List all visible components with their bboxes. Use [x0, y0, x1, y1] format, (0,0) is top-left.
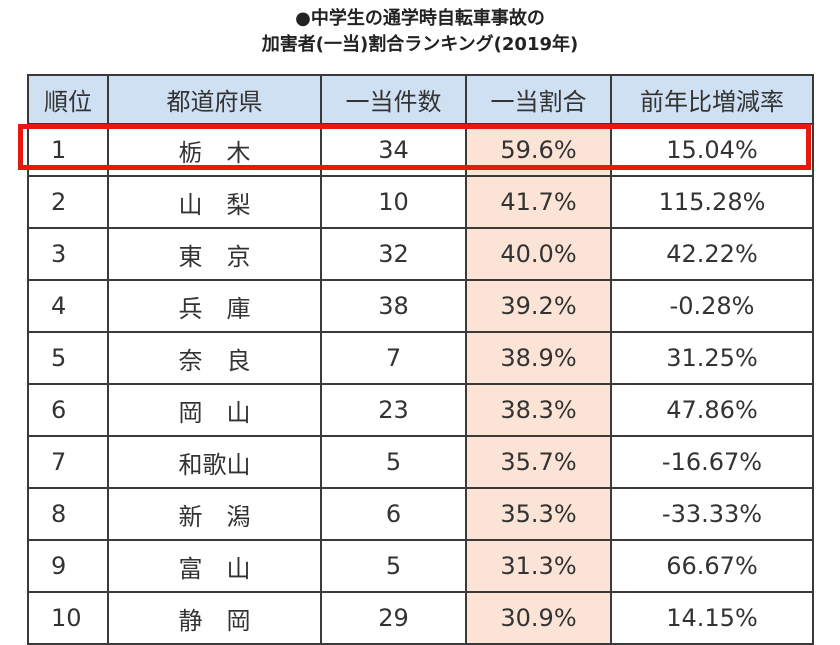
cell-ratio: 31.3%	[465, 539, 612, 593]
cell-change: -33.33%	[610, 487, 814, 541]
cell-prefecture: 東 京	[107, 227, 322, 281]
cell-count: 5	[320, 435, 467, 489]
cell-change: -0.28%	[610, 279, 814, 333]
cell-prefecture: 栃 木	[107, 123, 322, 177]
table-row: 7 和歌山 5 35.7% -16.67%	[27, 435, 814, 489]
chart-title-line-1: ●中学生の通学時自転車事故の	[295, 8, 545, 29]
cell-count: 34	[320, 123, 467, 177]
cell-rank: 9	[27, 539, 109, 593]
cell-change: 31.25%	[610, 331, 814, 385]
cell-ratio: 38.9%	[465, 331, 612, 385]
header-count: 一当件数	[320, 74, 467, 125]
cell-prefecture: 新 潟	[107, 487, 322, 541]
cell-rank: 10	[27, 591, 109, 645]
cell-rank: 6	[27, 383, 109, 437]
cell-change: 15.04%	[610, 123, 814, 177]
cell-prefecture: 山 梨	[107, 175, 322, 229]
cell-count: 29	[320, 591, 467, 645]
cell-change: 47.86%	[610, 383, 814, 437]
cell-ratio: 41.7%	[465, 175, 612, 229]
cell-rank: 7	[27, 435, 109, 489]
cell-rank: 4	[27, 279, 109, 333]
chart-title-line-2: 加害者(一当)割合ランキング(2019年)	[261, 34, 579, 55]
cell-prefecture: 岡 山	[107, 383, 322, 437]
cell-count: 23	[320, 383, 467, 437]
cell-prefecture: 和歌山	[107, 435, 322, 489]
cell-rank: 5	[27, 331, 109, 385]
table-header-row: 順位 都道府県 一当件数 一当割合 前年比増減率	[27, 74, 814, 125]
cell-ratio: 40.0%	[465, 227, 612, 281]
cell-ratio: 35.7%	[465, 435, 612, 489]
cell-count: 38	[320, 279, 467, 333]
cell-prefecture: 静 岡	[107, 591, 322, 645]
header-ratio: 一当割合	[465, 74, 612, 125]
cell-ratio: 30.9%	[465, 591, 612, 645]
cell-change: 14.15%	[610, 591, 814, 645]
cell-ratio: 39.2%	[465, 279, 612, 333]
cell-ratio: 35.3%	[465, 487, 612, 541]
cell-prefecture: 奈 良	[107, 331, 322, 385]
chart-title: ●中学生の通学時自転車事故の 加害者(一当)割合ランキング(2019年)	[0, 6, 840, 58]
cell-rank: 3	[27, 227, 109, 281]
cell-count: 10	[320, 175, 467, 229]
cell-count: 5	[320, 539, 467, 593]
cell-change: 42.22%	[610, 227, 814, 281]
cell-change: -16.67%	[610, 435, 814, 489]
cell-prefecture: 兵 庫	[107, 279, 322, 333]
cell-change: 66.67%	[610, 539, 814, 593]
cell-count: 32	[320, 227, 467, 281]
cell-prefecture: 富 山	[107, 539, 322, 593]
cell-rank: 2	[27, 175, 109, 229]
header-prefecture: 都道府県	[107, 74, 322, 125]
header-rank: 順位	[27, 74, 109, 125]
cell-change: 115.28%	[610, 175, 814, 229]
cell-rank: 8	[27, 487, 109, 541]
cell-count: 6	[320, 487, 467, 541]
header-change: 前年比増減率	[610, 74, 814, 125]
cell-ratio: 38.3%	[465, 383, 612, 437]
cell-ratio: 59.6%	[465, 123, 612, 177]
cell-rank: 1	[27, 123, 109, 177]
table-row: 10 静 岡 29 30.9% 14.15%	[27, 591, 814, 645]
cell-count: 7	[320, 331, 467, 385]
